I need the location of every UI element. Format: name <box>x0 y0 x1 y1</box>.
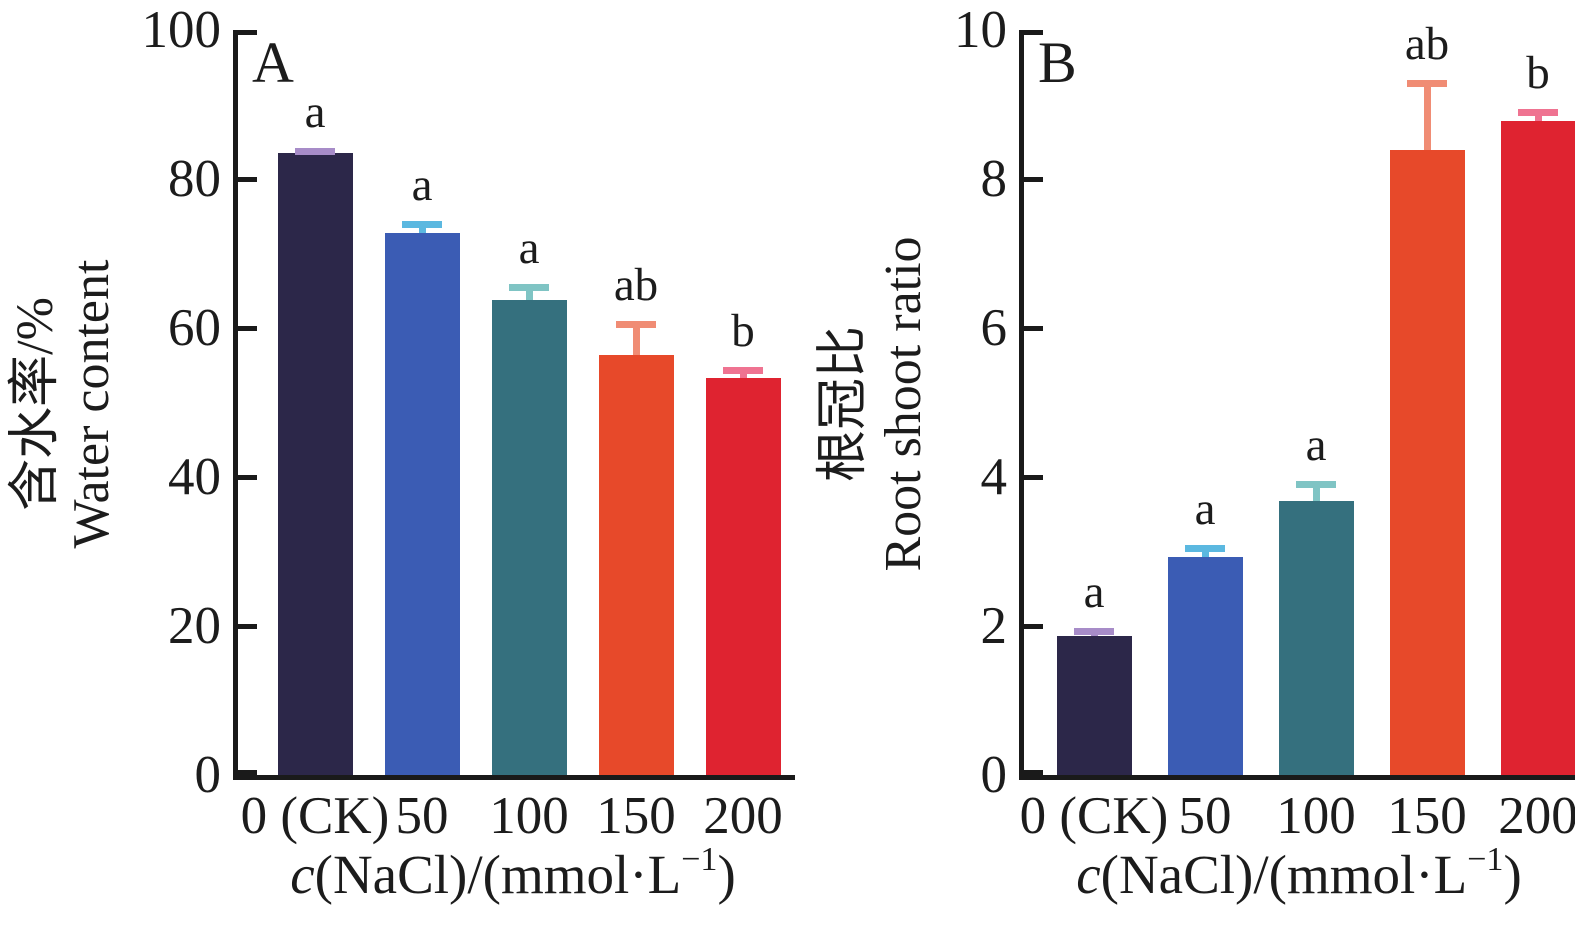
significance-letter-a-4: b <box>731 304 755 357</box>
y-tick-b-4 <box>1024 474 1043 480</box>
error-bar-cap-b-3 <box>1407 79 1447 87</box>
y-tick-b-6 <box>1024 325 1043 331</box>
error-bar-cap-a-3 <box>616 320 656 328</box>
y-tick-a-60 <box>238 325 257 331</box>
bar-a-4 <box>705 377 781 775</box>
x-axis-title-superscript-b: −1 <box>1467 840 1504 878</box>
y-tick-label-b-10: 10 <box>954 1 1007 59</box>
panel-label-b: B <box>1038 30 1077 95</box>
y-tick-label-b-6: 6 <box>980 299 1008 357</box>
x-category-label-a-1: 50 <box>395 787 449 845</box>
x-axis-title-close-a: ) <box>717 844 736 905</box>
y-tick-b-10 <box>1024 30 1043 35</box>
error-bar-stem-a-3 <box>632 327 640 355</box>
significance-letter-b-3: ab <box>1404 17 1450 70</box>
y-tick-a-40 <box>238 474 257 480</box>
y-tick-b-8 <box>1024 176 1043 182</box>
error-bar-cap-b-0 <box>1074 627 1114 635</box>
plot-area-b: B 0 2 4 6 8 10 a 0 (CK) a 50 a 100 ab 150 b 200 <box>954 2 1575 845</box>
y-tick-label-a-20: 20 <box>168 597 221 655</box>
x-axis-title-body-b: (NaCl)/(mmol·L <box>1100 844 1468 905</box>
y-tick-label-a-80: 80 <box>168 150 221 208</box>
x-category-label-b-3: 150 <box>1387 787 1467 845</box>
y-tick-label-a-40: 40 <box>168 448 221 506</box>
error-bar-stem-b-2 <box>1312 487 1320 501</box>
y-tick-label-a-60: 60 <box>168 299 221 357</box>
error-bar-cap-a-0 <box>295 148 335 156</box>
y-tick-label-b-4: 4 <box>980 448 1008 506</box>
error-bar-stem-a-2 <box>525 291 533 301</box>
y-tick-a-100 <box>238 30 257 35</box>
significance-letter-a-3: ab <box>613 258 659 311</box>
bar-a-1 <box>384 232 460 775</box>
error-bar-cap-b-4 <box>1518 108 1558 116</box>
x-category-label-a-0: 0 (CK) <box>240 787 390 845</box>
error-bar-cap-b-1 <box>1185 544 1225 552</box>
y-tick-b-0 <box>1024 770 1043 775</box>
x-category-label-a-4: 200 <box>703 787 783 845</box>
error-bar-stem-b-4 <box>1534 115 1542 121</box>
significance-letter-b-1: a <box>1194 482 1216 535</box>
bar-a-0 <box>277 152 353 775</box>
error-bar-cap-a-1 <box>402 221 442 229</box>
x-axis-title-var-a: c <box>290 844 315 905</box>
bar-b-3 <box>1389 149 1465 775</box>
y-tick-label-b-8: 8 <box>980 150 1008 208</box>
error-bar-cap-a-2 <box>509 284 549 292</box>
y-tick-label-b-2: 2 <box>980 597 1008 655</box>
bar-b-4 <box>1500 120 1575 775</box>
error-bar-cap-a-4 <box>723 366 763 374</box>
x-category-label-b-2: 100 <box>1276 787 1356 845</box>
panel-label-a: A <box>252 30 294 95</box>
y-tick-a-80 <box>238 176 257 182</box>
error-bar-stem-b-0 <box>1090 634 1098 636</box>
error-bar-stem-a-4 <box>739 373 747 378</box>
y-tick-label-a-100: 100 <box>141 1 222 59</box>
y-tick-a-0 <box>238 770 257 775</box>
x-axis-title-close-b: ) <box>1503 844 1522 905</box>
significance-letter-a-0: a <box>304 86 326 139</box>
x-category-label-b-1: 50 <box>1178 787 1232 845</box>
plot-area-a: A 0 20 40 60 80 100 a 0 (CK) a 50 a 100 ab 150 b 200 <box>142 2 795 845</box>
y-tick-a-20 <box>238 623 257 629</box>
bar-b-2 <box>1278 500 1354 775</box>
x-category-label-b-4: 200 <box>1498 787 1575 845</box>
x-category-label-b-0: 0 (CK) <box>1019 787 1169 845</box>
significance-letter-b-4: b <box>1526 46 1550 99</box>
x-axis-title-var-b: c <box>1076 844 1101 905</box>
significance-letter-a-2: a <box>518 222 540 275</box>
x-axis-title-superscript-a: −1 <box>681 840 718 878</box>
bar-b-0 <box>1056 635 1132 775</box>
significance-letter-a-1: a <box>411 159 433 212</box>
y-tick-label-b-0: 0 <box>980 746 1008 804</box>
bar-a-2 <box>491 300 567 775</box>
x-category-label-a-3: 150 <box>596 787 676 845</box>
bar-a-3 <box>598 354 674 775</box>
y-axis-label-zh-b: 根冠比 <box>815 325 872 483</box>
error-bar-stem-a-1 <box>418 228 426 233</box>
error-bar-stem-b-1 <box>1201 551 1209 558</box>
bar-b-1 <box>1167 557 1243 775</box>
significance-letter-b-2: a <box>1305 418 1327 471</box>
y-tick-label-a-0: 0 <box>194 746 222 804</box>
y-tick-b-2 <box>1024 623 1043 629</box>
error-bar-cap-b-2 <box>1296 480 1336 488</box>
x-category-label-a-2: 100 <box>489 787 569 845</box>
error-bar-stem-b-3 <box>1423 86 1431 150</box>
y-axis-label-en-b: Root shoot ratio <box>875 236 932 572</box>
x-axis-title-body-a: (NaCl)/(mmol·L <box>314 844 682 905</box>
x-axis-title-a: c(NaCl)/(mmol·L−1) <box>233 842 793 906</box>
significance-letter-b-0: a <box>1083 565 1105 618</box>
x-axis-title-b: c(NaCl)/(mmol·L−1) <box>1019 842 1575 906</box>
